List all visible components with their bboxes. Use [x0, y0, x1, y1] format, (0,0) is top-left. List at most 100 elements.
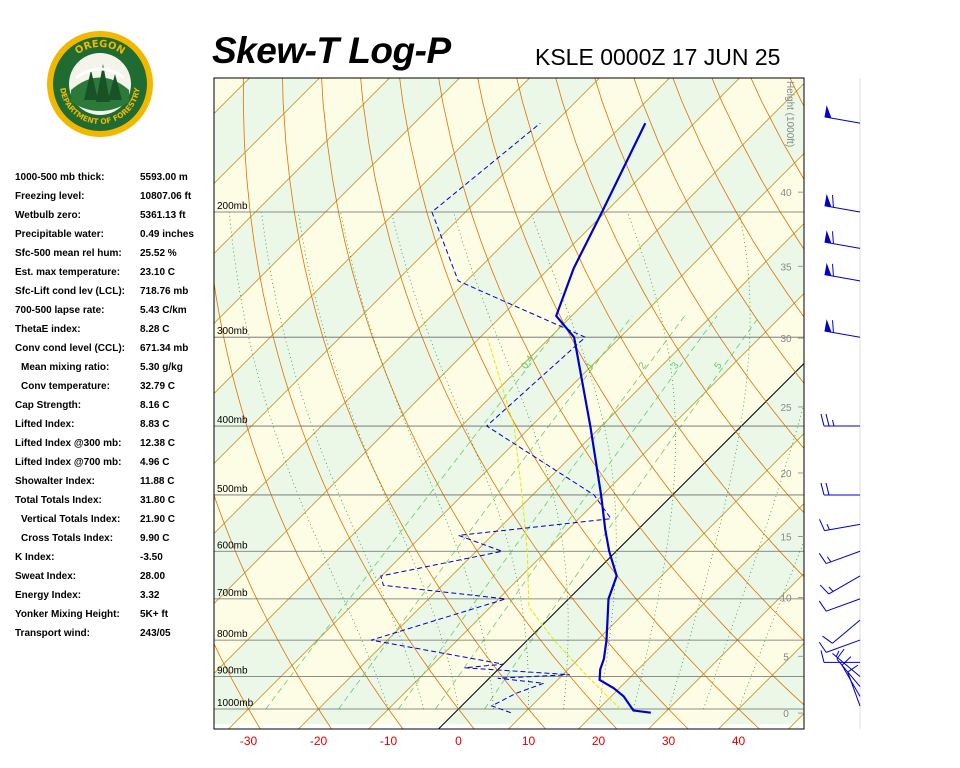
station-time: KSLE 0000Z 17 JUN 25 [535, 44, 781, 70]
barb-flag [820, 413, 825, 427]
index-label: Freezing level: [15, 191, 85, 202]
isotherm-line [508, 433, 804, 729]
index-label: Conv temperature: [21, 381, 110, 392]
isotherm-line [214, 78, 530, 394]
barb-shaft [828, 575, 861, 595]
wind-barb [824, 319, 861, 338]
index-row: 700-500 lapse rate: 5.43 C/km [15, 301, 215, 320]
isotherm-band [214, 78, 804, 674]
index-row: Conv cond level (CCL): 671.34 mb [15, 339, 215, 358]
isotherm-line [214, 78, 320, 184]
barb-shaft [836, 658, 861, 687]
pressure-label: 600mb [217, 540, 248, 551]
index-row: Lifted Index @300 mb: 12.38 C [15, 434, 215, 453]
index-row: Conv temperature: 32.79 C [15, 377, 215, 396]
wind-barb [820, 482, 860, 496]
index-value: 5361.13 ft [140, 210, 186, 221]
barb-shaft [826, 550, 861, 565]
dry-adiabat [72, 54, 194, 738]
height-tick-label: 15 [780, 532, 792, 543]
index-label: Cap Strength: [15, 400, 82, 411]
height-tick-label: 5 [783, 652, 789, 663]
dry-adiabat [360, 78, 689, 729]
barb-pennant [824, 262, 832, 276]
barb-flag [832, 231, 834, 244]
wind-barb [820, 413, 860, 427]
pressure-label: 500mb [217, 484, 248, 495]
pressure-label: 300mb [217, 326, 248, 337]
barb-shaft [824, 274, 861, 282]
isotherm-line [214, 78, 740, 604]
dry-adiabat [214, 279, 404, 729]
barb-pennant [824, 105, 832, 119]
height-tick-label: 10 [780, 593, 792, 604]
mixing-ratio-label: 5 [712, 360, 724, 371]
index-label: Transport wind: [15, 628, 90, 639]
barb-shaft [826, 639, 861, 653]
x-tick-label: 10 [522, 734, 536, 748]
wind-barb [824, 230, 861, 249]
isotherm-band [793, 713, 804, 725]
index-row: Total Totals Index: 31.80 C [15, 491, 215, 510]
index-label: Sweat Index: [15, 571, 77, 582]
height-axis-label: Height (1000ft) [784, 81, 795, 147]
barb-flag [832, 320, 834, 333]
barb-flag [847, 664, 859, 673]
index-row: Sfc-500 mean rel hum: 25.52 % [15, 244, 215, 263]
barb-flag [825, 482, 830, 496]
index-row: K Index: -3.50 [15, 548, 215, 567]
index-label: 1000-500 mb thick: [15, 172, 105, 183]
moist-adiabat [453, 211, 569, 710]
barb-flag [836, 648, 845, 660]
x-tick-label: -10 [380, 734, 398, 748]
wind-barb [824, 193, 861, 213]
index-value: 31.80 C [140, 495, 176, 506]
pressure-label: 900mb [217, 665, 248, 676]
dewpoint-trace [371, 122, 612, 714]
mixing-ratio-label: 2 [637, 360, 649, 371]
isotherm-line [214, 78, 670, 534]
index-value: 10807.06 ft [140, 191, 192, 202]
wind-barb [818, 550, 861, 565]
mixing-ratio-label: 1 [584, 360, 596, 371]
barb-half-flag [832, 419, 835, 427]
wind-barb [824, 105, 861, 124]
index-value: 21.90 C [140, 514, 176, 525]
index-label: Energy Index: [15, 590, 82, 601]
index-label: Conv cond level (CCL): [15, 343, 126, 354]
index-label: K Index: [15, 552, 55, 563]
index-label: Showalter Index: [15, 476, 96, 487]
barb-flag [822, 635, 833, 644]
parcel-trace [486, 337, 621, 710]
dry-adiabat [214, 642, 261, 729]
index-value: 28.00 [140, 571, 166, 582]
moist-adiabat [228, 211, 389, 710]
index-label: Yonker Mixing Height: [15, 609, 120, 620]
isotherm-line [214, 83, 804, 674]
index-row: Mean mixing ratio: 5.30 g/kg [15, 358, 215, 377]
index-label: ThetaE index: [15, 324, 81, 335]
index-row: Sfc-Lift cond lev (LCL): 718.76 mb [15, 282, 215, 301]
x-tick-label: -20 [310, 734, 328, 748]
index-label: Lifted Index @700 mb: [15, 457, 122, 468]
index-row: Energy Index: 3.32 [15, 586, 215, 605]
dry-adiabat [789, 78, 804, 107]
height-tick-label: 30 [780, 334, 792, 345]
x-tick-label: 0 [455, 734, 462, 748]
index-label: 700-500 lapse rate: [15, 305, 105, 316]
isotherm-line [849, 0, 960, 738]
wind-barb [832, 650, 861, 677]
isotherm-line [788, 713, 804, 729]
barb-half-flag [828, 586, 834, 592]
index-row: Freezing level: 10807.06 ft [15, 187, 215, 206]
index-value: 12.38 C [140, 438, 176, 449]
index-value: 4.96 C [140, 457, 170, 468]
index-label: Sfc-500 mean rel hum: [15, 248, 122, 259]
index-row: Precipitable water: 0.49 inches [15, 225, 215, 244]
isotherm-line [214, 78, 460, 324]
index-value: 3.32 [140, 590, 160, 601]
isotherm-line [214, 78, 600, 464]
height-tick-label: 20 [780, 469, 792, 480]
index-value: 8.83 C [140, 419, 170, 430]
barb-flag [819, 584, 830, 595]
